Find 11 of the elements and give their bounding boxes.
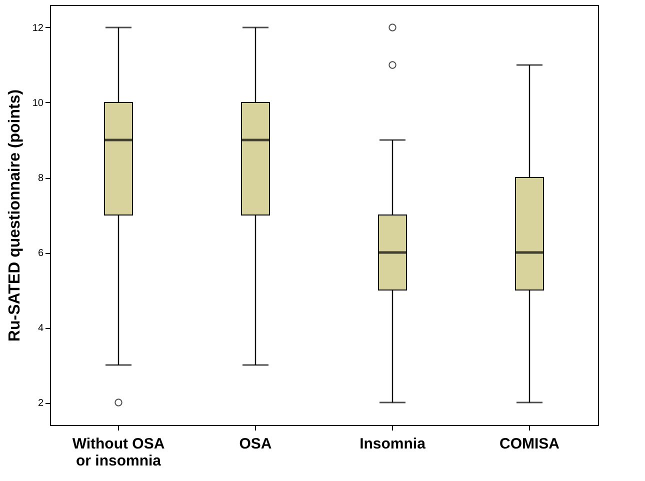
y-tick-label: 4 [38,323,44,334]
y-tick-label: 6 [38,248,44,259]
y-axis-title: Ru-SATED questionnaire (points) [6,89,24,342]
x-tick-label: Without OSA or insomnia [72,436,165,470]
y-tick-label: 10 [32,98,44,109]
x-tick-label: Insomnia [360,436,426,452]
x-tick-label: OSA [239,436,272,452]
y-tick-label: 12 [32,23,44,34]
y-tick-label: 2 [38,398,44,409]
x-tick-label: COMISA [500,436,560,452]
y-tick-label: 8 [38,173,44,184]
